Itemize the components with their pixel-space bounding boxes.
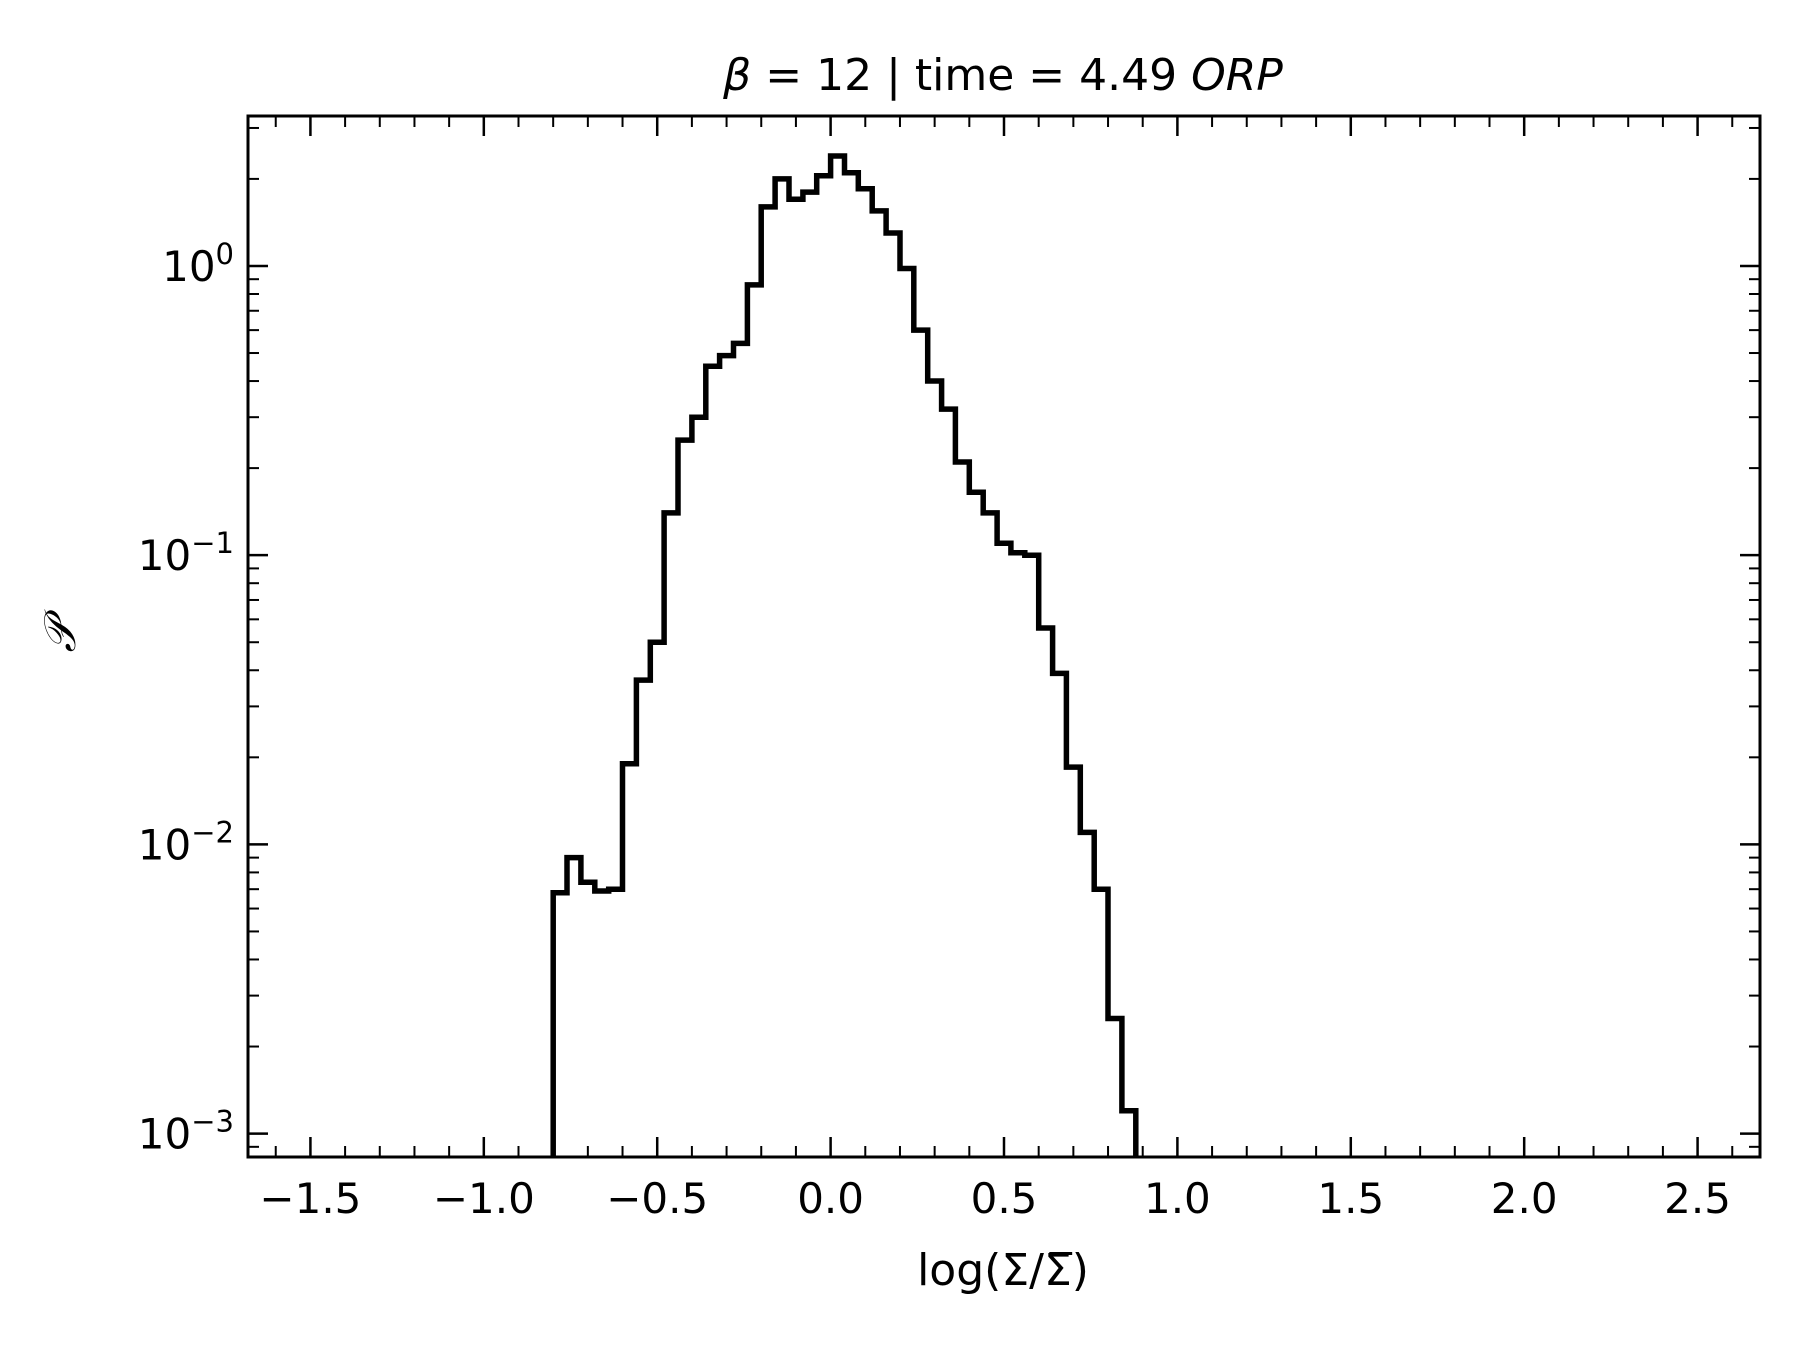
plot-frame [246,114,1762,1159]
title-text: = 12 | time = 4.49 [751,50,1191,101]
x-tick-label: −1.5 [259,1174,361,1223]
x-tick-label: 0.0 [797,1174,864,1223]
histogram-step-line [550,153,1139,1157]
x-tick-label: 1.5 [1317,1174,1384,1223]
x-tick-label: −0.5 [606,1174,708,1223]
x-axis-label: log(Σ/Σ̅) [917,1245,1089,1296]
y-tick-label: 10−3 [138,1105,234,1159]
title-beta: β [722,50,751,101]
x-tick-label: 1.0 [1144,1174,1211,1223]
chart-title: β = 12 | time = 4.49 ORP [722,50,1283,101]
y-tick-label: 10−2 [138,815,234,869]
x-tick-label: 2.0 [1491,1174,1558,1223]
title-unit: ORP [1191,50,1283,101]
x-tick-label: −1.0 [433,1174,535,1223]
y-tick-labels: 10−3 10−2 10−1 100 [138,237,234,1159]
y-tick-label: 100 [162,237,234,291]
y-tick-label: 10−1 [138,526,234,580]
x-tick-label: 2.5 [1664,1174,1731,1223]
x-tick-label: 0.5 [971,1174,1038,1223]
axis-ticks [248,116,1760,1157]
x-tick-labels: −1.5 −1.0 −0.5 0.0 0.5 1.0 1.5 2.0 2.5 [259,1174,1731,1223]
